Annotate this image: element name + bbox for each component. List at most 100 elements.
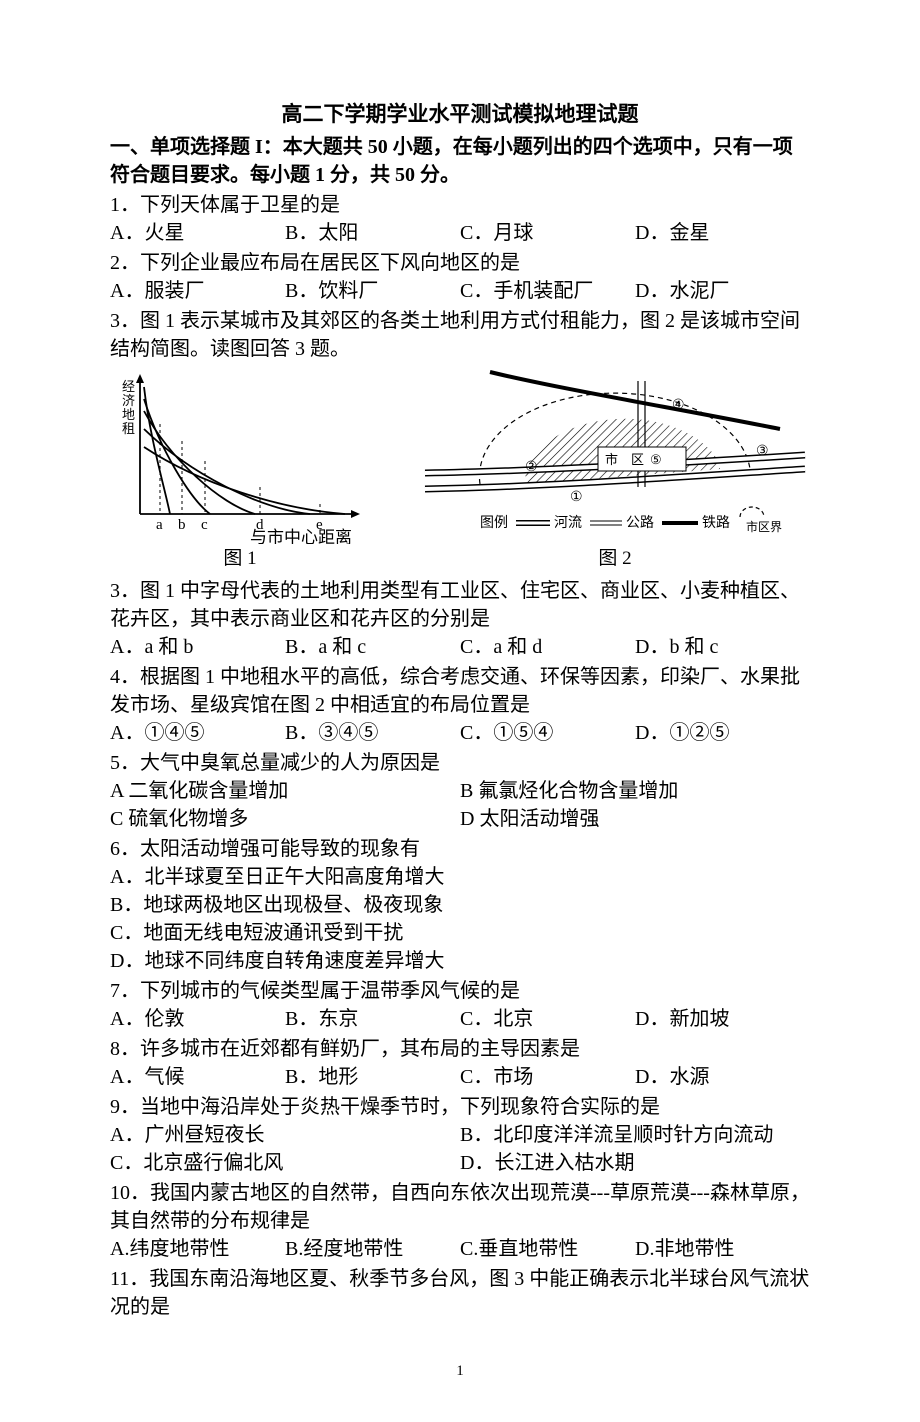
center-label: 市 区 — [605, 452, 644, 467]
question-options: A．北半球夏至日正午大阳高度角增大 B．地球两极地区出现极昼、极夜现象 C．地面… — [110, 863, 810, 975]
question-options: A．①④⑤ B．③④⑤ C．①⑤④ D．①②⑤ — [110, 719, 810, 747]
legend-boundary: 市区界 — [746, 519, 782, 534]
question-options: A．火星 B．太阳 C．月球 D．金星 — [110, 219, 810, 247]
question-8: 8．许多城市在近郊都有鲜奶厂，其布局的主导因素是 A．气候 B．地形 C．市场 … — [110, 1035, 810, 1091]
option-b: B.经度地带性 — [285, 1235, 460, 1263]
option-a: A.纬度地带性 — [110, 1235, 285, 1263]
option-d: D．地球不同纬度自转角速度差异增大 — [110, 947, 810, 975]
option-b: B．a 和 c — [285, 633, 460, 661]
question-text: 7．下列城市的气候类型属于温带季风气候的是 — [110, 977, 810, 1005]
figure-2-caption: 图 2 — [598, 546, 631, 573]
option-b: B．饮料厂 — [285, 277, 460, 305]
question-text: 9．当地中海沿岸处于炎热干燥季节时，下列现象符合实际的是 — [110, 1093, 810, 1121]
option-a: A．气候 — [110, 1063, 285, 1091]
option-b: B．东京 — [285, 1005, 460, 1033]
question-text: 8．许多城市在近郊都有鲜奶厂，其布局的主导因素是 — [110, 1035, 810, 1063]
option-a: A．①④⑤ — [110, 719, 285, 747]
question-text: 6．太阳活动增强可能导致的现象有 — [110, 835, 810, 863]
option-c: C 硫氧化物增多 — [110, 805, 460, 833]
question-3: 3．图 1 中字母代表的土地利用类型有工业区、住宅区、商业区、小麦种植区、花卉区… — [110, 577, 810, 661]
figure-1: 经 济 地 租 — [110, 369, 370, 573]
chart-rent-curve: 经 济 地 租 — [110, 369, 370, 544]
question-options: A．伦敦 B．东京 C．北京 D．新加坡 — [110, 1005, 810, 1033]
marker-5: ⑤ — [650, 452, 662, 467]
legend-label: 图例 — [480, 515, 508, 531]
marker-1: ① — [570, 490, 583, 505]
question-7: 7．下列城市的气候类型属于温带季风气候的是 A．伦敦 B．东京 C．北京 D．新… — [110, 977, 810, 1033]
y-axis-char-1: 经 — [122, 379, 135, 394]
option-c: C．北京 — [460, 1005, 635, 1033]
y-axis-char-3: 地 — [122, 407, 135, 422]
legend-rail: 铁路 — [702, 515, 730, 531]
option-c: C．市场 — [460, 1063, 635, 1091]
option-d: D．金星 — [635, 219, 810, 247]
question-4: 4．根据图 1 中地租水平的高低，综合考虑交通、环保等因素，印染厂、水果批发市场… — [110, 663, 810, 747]
question-options: A．a 和 b B．a 和 c C．a 和 d D．b 和 c — [110, 633, 810, 661]
question-text: 1．下列天体属于卫星的是 — [110, 191, 810, 219]
question-text: 2．下列企业最应布局在居民区下风向地区的是 — [110, 249, 810, 277]
question-text: 5．大气中臭氧总量减少的人为原因是 — [110, 749, 810, 777]
y-axis-char-2: 济 — [122, 393, 135, 408]
question-5: 5．大气中臭氧总量减少的人为原因是 A 二氧化碳含量增加 B 氟氯烃化合物含量增… — [110, 749, 810, 833]
figure-1-caption: 图 1 — [223, 546, 256, 573]
marker-3: ③ — [756, 444, 769, 459]
option-a: A．a 和 b — [110, 633, 285, 661]
question-options: A．气候 B．地形 C．市场 D．水源 — [110, 1063, 810, 1091]
marker-2: ② — [525, 460, 538, 475]
option-c: C．月球 — [460, 219, 635, 247]
x-axis-label: 与市中心距离 — [250, 528, 352, 544]
x-tick-c: c — [201, 517, 208, 533]
option-b: B．地球两极地区出现极昼、极夜现象 — [110, 891, 810, 919]
x-tick-a: a — [156, 517, 163, 533]
option-b: B．③④⑤ — [285, 719, 460, 747]
option-d: D．b 和 c — [635, 633, 810, 661]
question-10: 10．我国内蒙古地区的自然带，自西向东依次出现荒漠---草原荒漠---森林草原，… — [110, 1179, 810, 1263]
option-b: B 氟氯烃化合物含量增加 — [460, 777, 810, 805]
question-1: 1．下列天体属于卫星的是 A．火星 B．太阳 C．月球 D．金星 — [110, 191, 810, 247]
city-structure-map: 市 区 ① ② ③ ④ ⑤ 图例 河流 公路 铁路 — [420, 369, 810, 544]
option-b: B．北印度洋洋流呈顺时针方向流动 — [460, 1121, 810, 1149]
option-c: C．手机装配厂 — [460, 277, 635, 305]
question-text: 11．我国东南沿海地区夏、秋季节多台风，图 3 中能正确表示北半球台风气流状况的… — [110, 1265, 810, 1321]
figures-row: 经 济 地 租 — [110, 369, 810, 573]
option-c: C.垂直地带性 — [460, 1235, 635, 1263]
legend-road: 公路 — [626, 515, 654, 531]
option-b: B．太阳 — [285, 219, 460, 247]
option-a: A．服装厂 — [110, 277, 285, 305]
legend-river: 河流 — [554, 515, 582, 531]
question-options: A．服装厂 B．饮料厂 C．手机装配厂 D．水泥厂 — [110, 277, 810, 305]
option-a: A．火星 — [110, 219, 285, 247]
option-d: D．新加坡 — [635, 1005, 810, 1033]
option-d: D．水泥厂 — [635, 277, 810, 305]
question-text: 3．图 1 中字母代表的土地利用类型有工业区、住宅区、商业区、小麦种植区、花卉区… — [110, 577, 810, 633]
question-11: 11．我国东南沿海地区夏、秋季节多台风，图 3 中能正确表示北半球台风气流状况的… — [110, 1265, 810, 1321]
option-c: C．地面无线电短波通讯受到干扰 — [110, 919, 810, 947]
option-a: A．伦敦 — [110, 1005, 285, 1033]
y-axis-char-4: 租 — [122, 421, 135, 436]
question-options: A.纬度地带性 B.经度地带性 C.垂直地带性 D.非地带性 — [110, 1235, 810, 1263]
question-6: 6．太阳活动增强可能导致的现象有 A．北半球夏至日正午大阳高度角增大 B．地球两… — [110, 835, 810, 975]
section-header: 一、单项选择题 I：本大题共 50 小题，在每小题列出的四个选项中，只有一项符合… — [110, 133, 810, 189]
question-text: 4．根据图 1 中地租水平的高低，综合考虑交通、环保等因素，印染厂、水果批发市场… — [110, 663, 810, 719]
option-c: C．①⑤④ — [460, 719, 635, 747]
page-number: 1 — [110, 1361, 810, 1382]
option-b: B．地形 — [285, 1063, 460, 1091]
document-page: 高二下学期学业水平测试模拟地理试题 一、单项选择题 I：本大题共 50 小题，在… — [0, 0, 920, 1422]
option-c: C．a 和 d — [460, 633, 635, 661]
question-2: 2．下列企业最应布局在居民区下风向地区的是 A．服装厂 B．饮料厂 C．手机装配… — [110, 249, 810, 305]
option-d: D.非地带性 — [635, 1235, 810, 1263]
option-c: C．北京盛行偏北风 — [110, 1149, 460, 1177]
question-options: A 二氧化碳含量增加 B 氟氯烃化合物含量增加 C 硫氧化物增多 D 太阳活动增… — [110, 777, 810, 833]
marker-4: ④ — [672, 398, 685, 413]
question-options: A．广州昼短夜长 B．北印度洋洋流呈顺时针方向流动 C．北京盛行偏北风 D．长江… — [110, 1121, 810, 1177]
option-d: D 太阳活动增强 — [460, 805, 810, 833]
question-text: 10．我国内蒙古地区的自然带，自西向东依次出现荒漠---草原荒漠---森林草原，… — [110, 1179, 810, 1235]
option-a: A．广州昼短夜长 — [110, 1121, 460, 1149]
figure-2: 市 区 ① ② ③ ④ ⑤ 图例 河流 公路 铁路 — [420, 369, 810, 573]
question-9: 9．当地中海沿岸处于炎热干燥季节时，下列现象符合实际的是 A．广州昼短夜长 B．… — [110, 1093, 810, 1177]
x-tick-b: b — [178, 517, 186, 533]
page-title: 高二下学期学业水平测试模拟地理试题 — [110, 100, 810, 129]
option-a: A 二氧化碳含量增加 — [110, 777, 460, 805]
option-d: D．水源 — [635, 1063, 810, 1091]
option-a: A．北半球夏至日正午大阳高度角增大 — [110, 863, 810, 891]
